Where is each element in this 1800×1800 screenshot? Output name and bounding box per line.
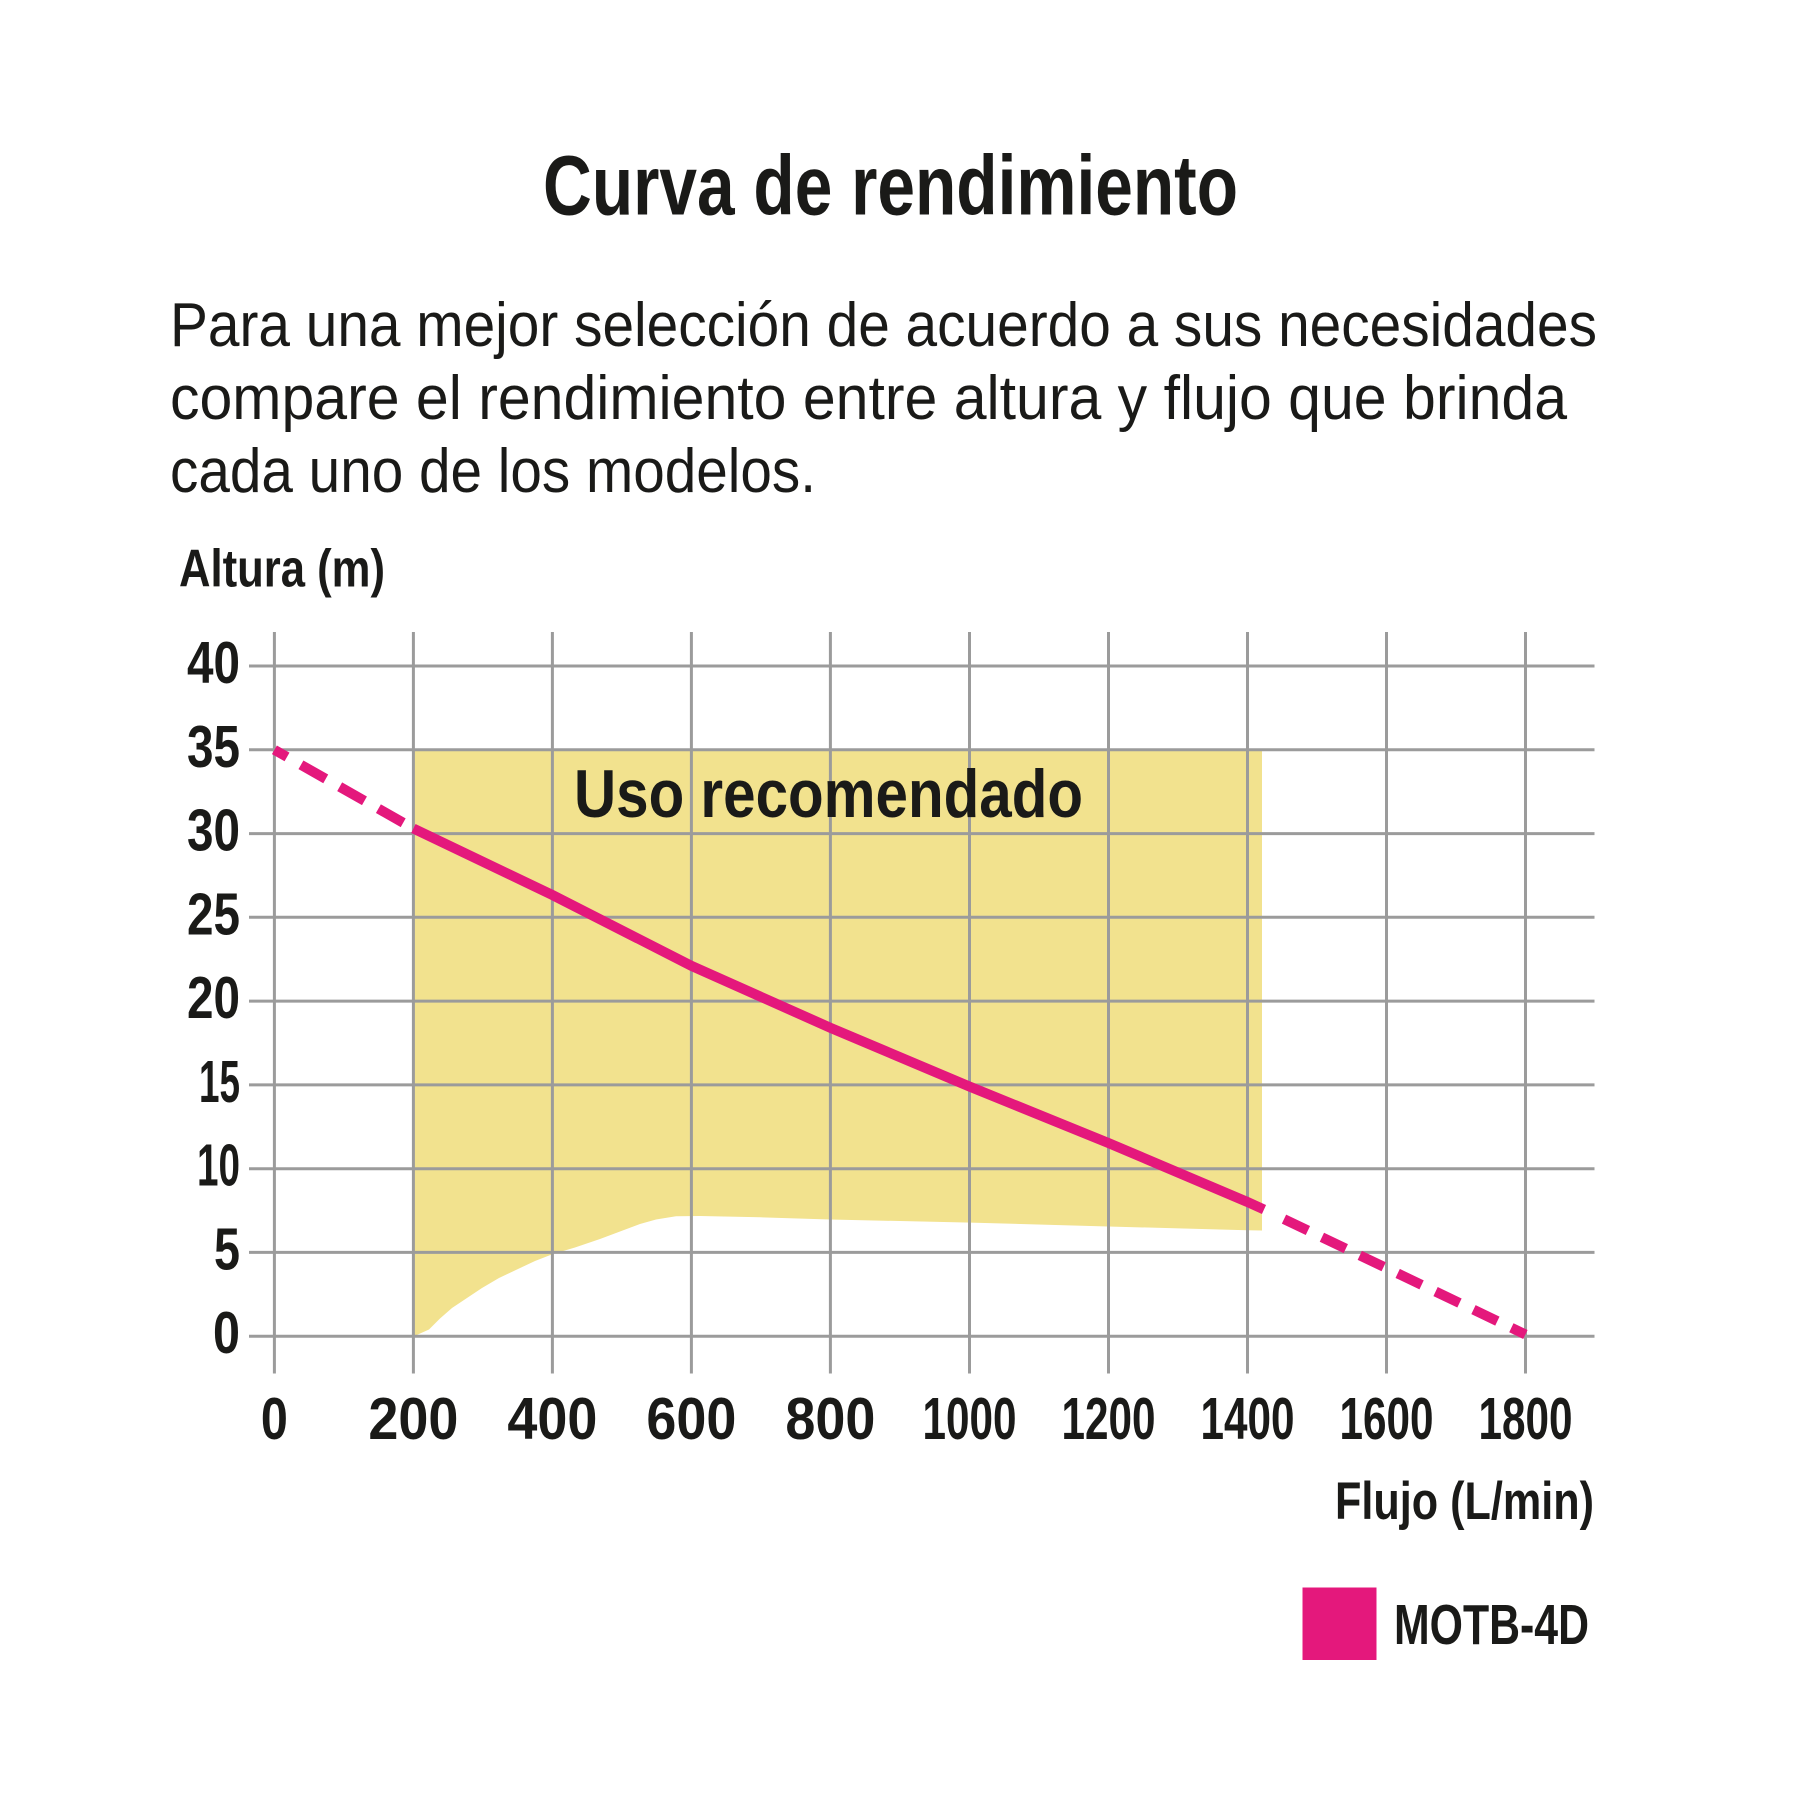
svg-text:Uso recomendado: Uso recomendado [574, 756, 1083, 832]
svg-text:cada uno de los modelos.: cada uno de los modelos. [170, 437, 816, 506]
svg-text:MOTB-4D: MOTB-4D [1394, 1593, 1589, 1657]
svg-text:Para una mejor selección de ac: Para una mejor selección de acuerdo a su… [170, 291, 1597, 360]
svg-text:800: 800 [785, 1386, 875, 1452]
svg-text:20: 20 [187, 965, 240, 1031]
svg-text:1600: 1600 [1340, 1386, 1434, 1452]
svg-text:30: 30 [187, 798, 240, 864]
svg-text:200: 200 [368, 1386, 458, 1452]
svg-text:1400: 1400 [1201, 1386, 1295, 1452]
svg-text:Altura (m): Altura (m) [179, 540, 385, 599]
svg-text:Curva de rendimiento: Curva de rendimiento [543, 139, 1238, 233]
svg-text:0: 0 [213, 1300, 240, 1366]
svg-text:15: 15 [199, 1049, 240, 1115]
svg-text:0: 0 [261, 1386, 288, 1452]
svg-text:1200: 1200 [1062, 1386, 1156, 1452]
svg-text:400: 400 [507, 1386, 597, 1452]
svg-text:10: 10 [197, 1133, 240, 1199]
svg-text:35: 35 [187, 714, 240, 780]
svg-text:1800: 1800 [1479, 1386, 1573, 1452]
svg-text:25: 25 [187, 881, 240, 947]
svg-text:1000: 1000 [923, 1386, 1017, 1452]
svg-text:Flujo (L/min): Flujo (L/min) [1335, 1472, 1594, 1531]
svg-text:5: 5 [214, 1216, 240, 1282]
svg-text:compare el rendimiento entre a: compare el rendimiento entre altura y fl… [170, 364, 1567, 433]
svg-text:40: 40 [187, 630, 240, 696]
svg-text:600: 600 [646, 1386, 736, 1452]
